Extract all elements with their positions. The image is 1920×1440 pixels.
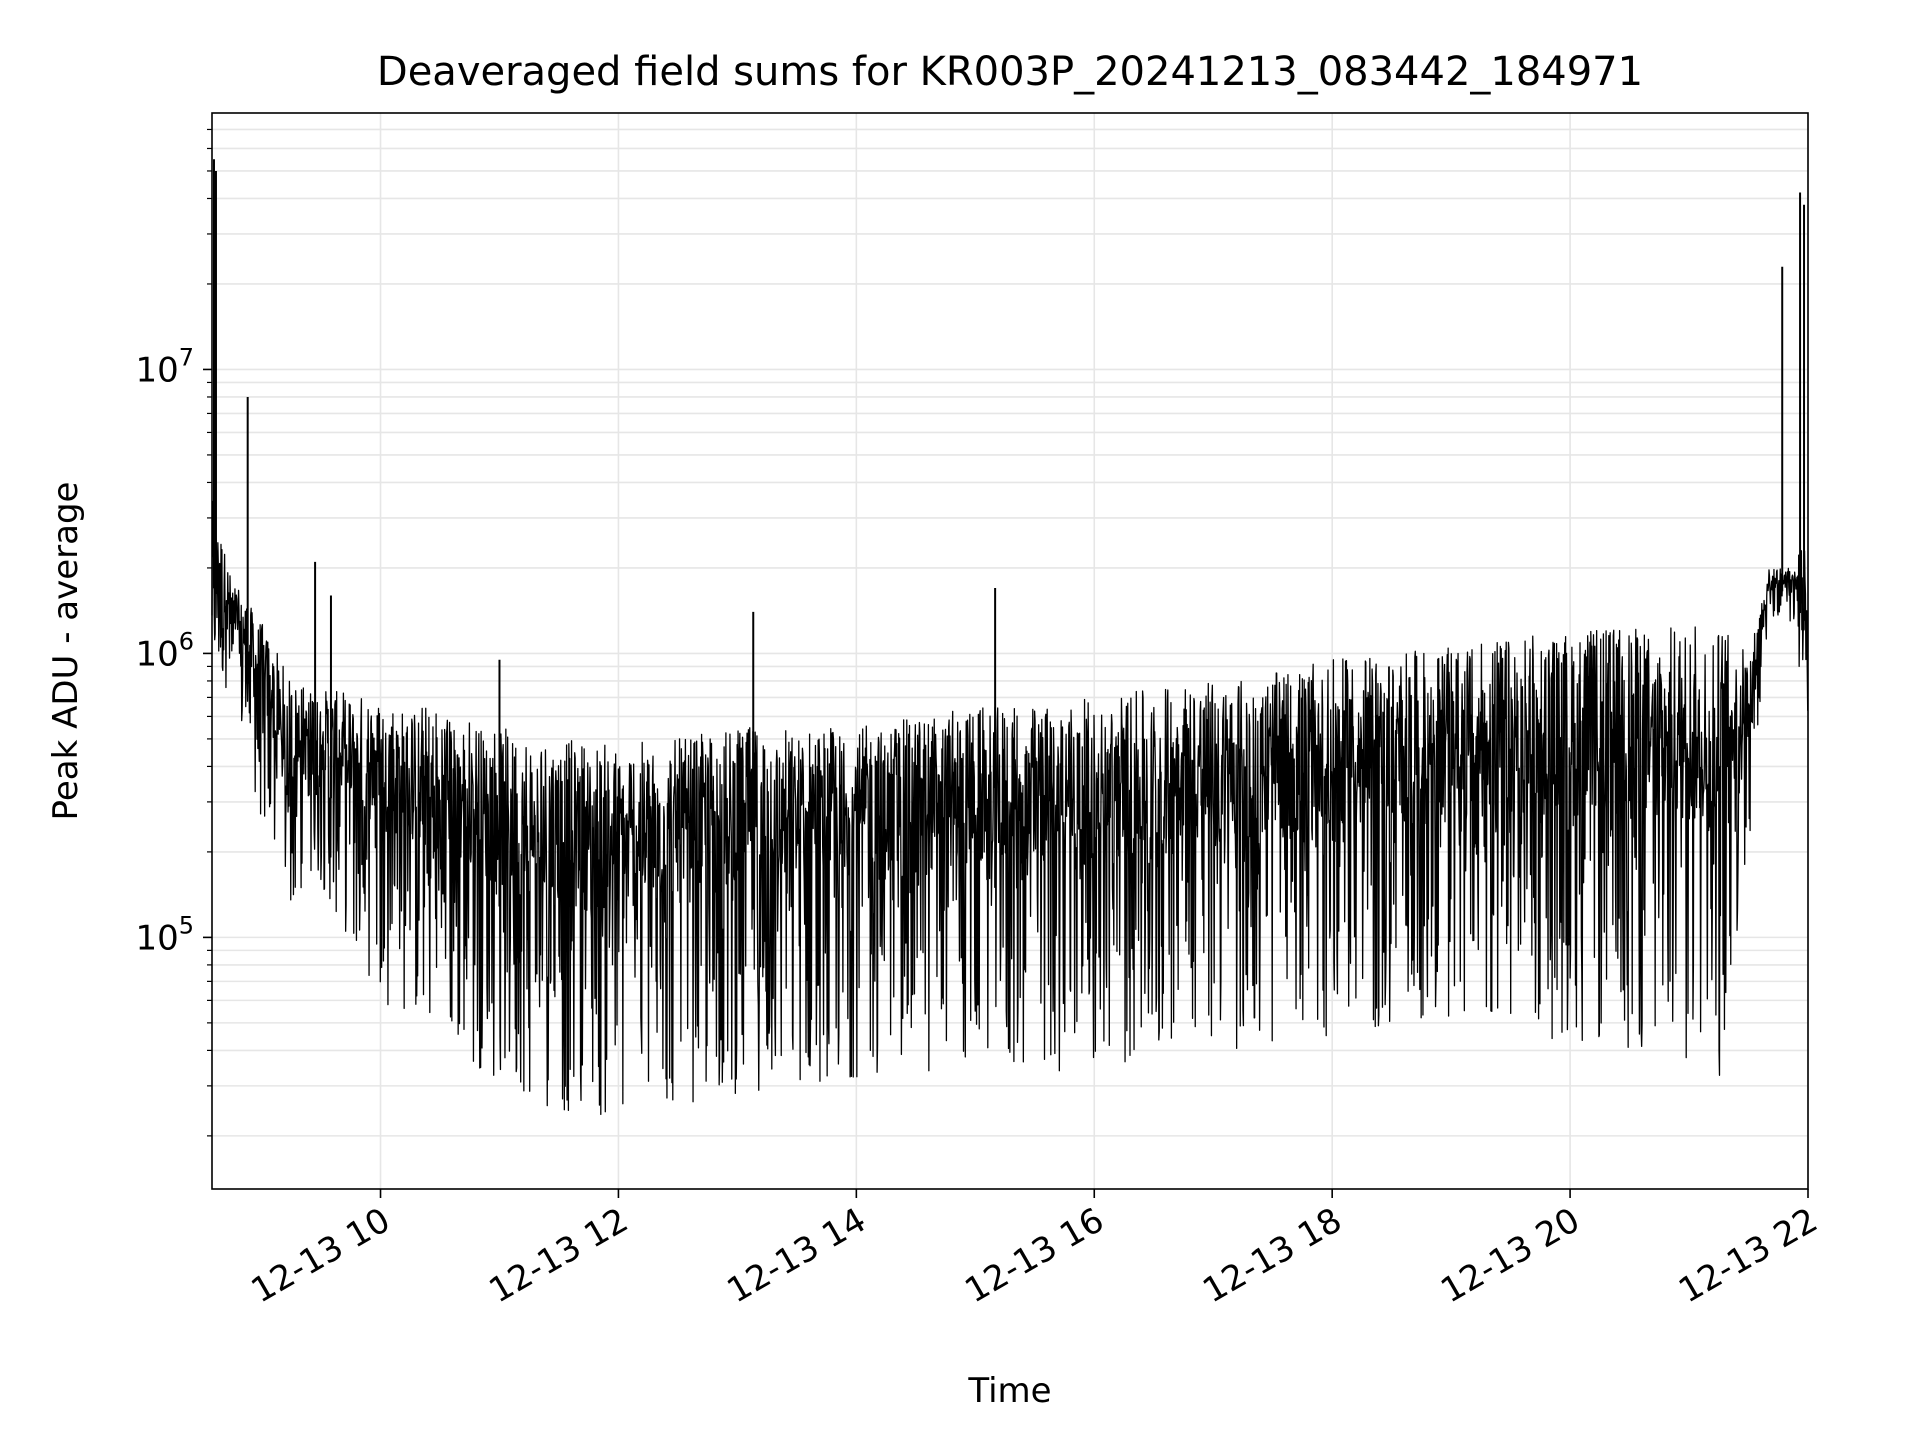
data-series xyxy=(211,159,1809,1116)
data-line xyxy=(211,500,1809,1116)
y-tick-label: 107 xyxy=(135,343,194,390)
plot-frame xyxy=(211,112,1809,1190)
chart-title: Deaveraged field sums for KR003P_2024121… xyxy=(377,49,1643,95)
y-axis-label: Peak ADU - average xyxy=(46,482,86,821)
x-axis-label: Time xyxy=(967,1371,1051,1411)
y-tick-label: 106 xyxy=(135,627,194,674)
y-tick-label: 105 xyxy=(135,911,194,958)
